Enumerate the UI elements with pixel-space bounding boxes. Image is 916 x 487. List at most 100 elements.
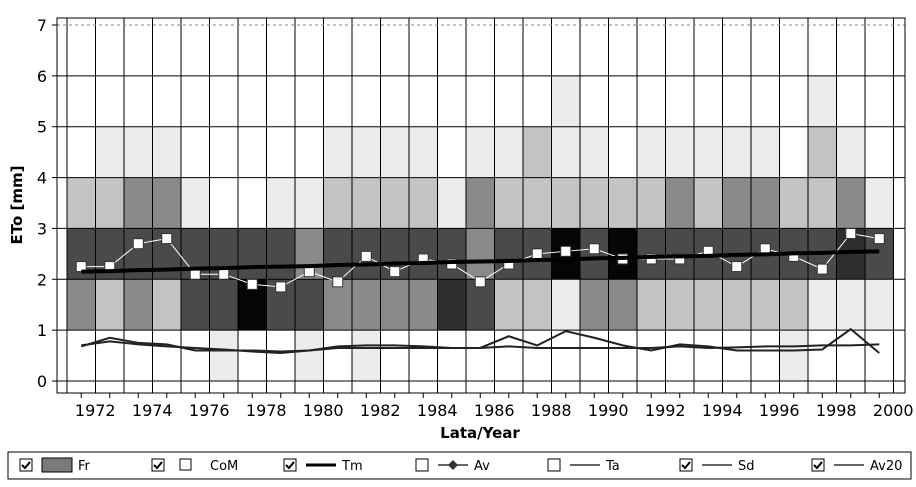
- fr-cell: [323, 330, 352, 381]
- fr-cell: [295, 126, 324, 178]
- fr-cell: [865, 177, 894, 229]
- legend-checkbox[interactable]: [19, 458, 33, 472]
- fr-cell: [608, 75, 637, 127]
- plot-area: [52, 17, 906, 398]
- com-marker: [588, 243, 600, 255]
- fr-cell: [238, 330, 267, 381]
- fr-cell: [466, 228, 495, 280]
- fr-cell: [152, 126, 181, 178]
- fr-cell: [209, 330, 238, 381]
- x-tick-label: 1986: [474, 401, 515, 420]
- legend-swatch: [179, 458, 192, 471]
- fr-cell: [409, 177, 438, 229]
- com-marker: [275, 281, 287, 293]
- fr-cell: [694, 279, 723, 331]
- fr-cell: [580, 126, 609, 178]
- fr-cell: [637, 126, 666, 178]
- fr-cell: [694, 177, 723, 229]
- fr-cell: [494, 330, 523, 381]
- fr-cell: [722, 75, 751, 127]
- com-marker: [731, 261, 743, 273]
- x-tick-label: 1982: [360, 401, 401, 420]
- fr-cell: [494, 75, 523, 127]
- fr-cell: [608, 126, 637, 178]
- fr-cell: [865, 279, 894, 331]
- fr-cell: [95, 177, 124, 229]
- com-marker: [360, 250, 372, 262]
- x-tick-label: 1976: [189, 401, 230, 420]
- fr-cell: [95, 25, 124, 76]
- fr-cell: [67, 25, 96, 76]
- checkmark: [153, 461, 163, 470]
- fr-cell: [808, 330, 837, 381]
- x-tick-label: 1994: [702, 401, 743, 420]
- com-marker: [303, 266, 315, 278]
- fr-cell: [836, 75, 865, 127]
- y-axis-label: ETo [mm]: [8, 166, 26, 245]
- fr-cell: [352, 279, 381, 331]
- fr-cell: [523, 330, 552, 381]
- fr-cell: [836, 330, 865, 381]
- fr-cell: [637, 330, 666, 381]
- legend-checkbox[interactable]: [811, 458, 825, 472]
- legend-checkbox[interactable]: [283, 458, 297, 472]
- legend-label: Ta: [605, 459, 620, 474]
- x-tick-label: 1984: [417, 401, 458, 420]
- fr-cell: [437, 177, 466, 229]
- fr-cell: [209, 126, 238, 178]
- fr-cell: [551, 25, 580, 76]
- fr-cell: [352, 25, 381, 76]
- fr-cell: [694, 330, 723, 381]
- fr-cell: [580, 25, 609, 76]
- fr-cell: [665, 279, 694, 331]
- fr-cell: [808, 126, 837, 178]
- checkmark: [21, 461, 31, 470]
- fr-cell: [95, 279, 124, 331]
- legend-checkbox[interactable]: [547, 458, 561, 472]
- fr-cell: [694, 126, 723, 178]
- legend-checkbox[interactable]: [679, 458, 693, 472]
- fr-cell: [380, 177, 409, 229]
- fr-cell: [124, 177, 153, 229]
- plot-border: [56, 17, 906, 394]
- fr-cell: [209, 75, 238, 127]
- fr-cell: [295, 177, 324, 229]
- fr-cell: [181, 25, 210, 76]
- fr-cell: [722, 25, 751, 76]
- com-marker: [845, 228, 857, 240]
- fr-cell: [608, 177, 637, 229]
- fr-cell: [865, 330, 894, 381]
- fr-cell: [808, 279, 837, 331]
- legend-swatch: [41, 457, 73, 473]
- legend-checkbox[interactable]: [415, 458, 429, 472]
- fr-cell: [181, 75, 210, 127]
- fr-cell: [124, 330, 153, 381]
- checkmark: [681, 461, 691, 470]
- y-tick-label: 0: [37, 372, 47, 391]
- fr-cell: [352, 177, 381, 229]
- fr-cell: [409, 279, 438, 331]
- checkmark: [813, 461, 823, 470]
- fr-cell: [238, 25, 267, 76]
- fr-cell: [380, 126, 409, 178]
- fr-cell: [238, 228, 267, 280]
- com-marker: [474, 276, 486, 288]
- fr-cell: [580, 279, 609, 331]
- fr-cell: [751, 177, 780, 229]
- fr-cell: [466, 330, 495, 381]
- fr-cell: [751, 75, 780, 127]
- fr-cell: [67, 330, 96, 381]
- fr-cell: [380, 330, 409, 381]
- legend-checkbox[interactable]: [151, 458, 165, 472]
- fr-cell: [523, 126, 552, 178]
- fr-cell: [779, 126, 808, 178]
- fr-cell: [637, 279, 666, 331]
- fr-cell: [808, 75, 837, 127]
- fr-cell: [608, 25, 637, 76]
- fr-cell: [608, 279, 637, 331]
- fr-cell: [751, 279, 780, 331]
- fr-cell: [722, 126, 751, 178]
- fr-cell: [466, 279, 495, 331]
- fr-cell: [836, 25, 865, 76]
- fr-cell: [209, 25, 238, 76]
